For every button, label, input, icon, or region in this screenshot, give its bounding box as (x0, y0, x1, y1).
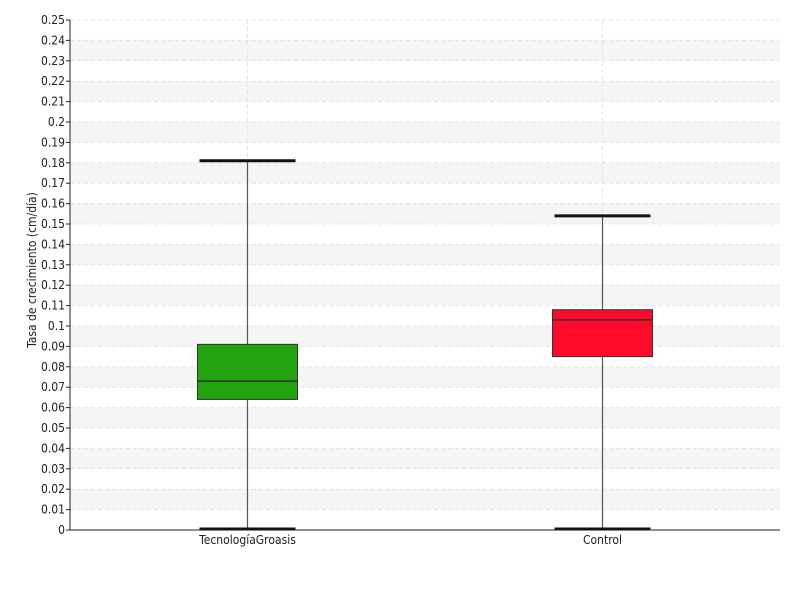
background-band (70, 407, 780, 428)
background-band (70, 326, 780, 347)
y-tick-label: 0.03 (41, 462, 65, 476)
background-band (70, 489, 780, 510)
box-1 (197, 159, 298, 531)
x-category-label: TecnologíaGroasis (198, 533, 296, 547)
y-tick-label: 0.22 (41, 74, 65, 88)
x-axis-labels: TecnologíaGroasis Control (198, 533, 622, 547)
y-tick-label: 0.19 (41, 135, 65, 149)
y-tick-label: 0.25 (41, 13, 65, 27)
box-2 (552, 214, 653, 531)
background-band (70, 448, 780, 469)
y-tick-label: 0.08 (41, 360, 65, 374)
background-band (70, 203, 780, 224)
background-band (70, 40, 780, 61)
background-band (70, 366, 780, 388)
y-tick-label: 0.23 (41, 54, 65, 68)
background-band (70, 285, 780, 306)
y-tick-label: 0.02 (41, 482, 65, 496)
y-tick-label: 0.05 (41, 421, 65, 435)
background-band (70, 122, 780, 143)
y-tick-label: 0.18 (41, 156, 65, 170)
y-tick-label: 0.14 (41, 237, 65, 251)
background-band (70, 162, 780, 184)
x-category-label: Control (583, 533, 622, 547)
y-tick-label: 0.09 (41, 339, 65, 353)
box-series (197, 159, 653, 531)
iqr-box (197, 343, 298, 400)
y-tick-label: 0.17 (41, 176, 65, 190)
y-tick-label: 0.24 (41, 33, 65, 47)
y-tick-label: 0.04 (41, 441, 65, 455)
y-tick-label: 0.07 (41, 380, 65, 394)
axes (69, 20, 780, 531)
y-tick-label: 0.01 (41, 503, 65, 517)
y-axis-ticks: 0 0.01 0.02 0.03 0.04 0.05 0.06 0.07 0.08 0.09 0.1… (41, 13, 70, 537)
grid-lines (70, 19, 780, 531)
y-tick-label: 0.12 (41, 278, 65, 292)
plot-background-bands (70, 40, 780, 510)
y-tick-label: 0.1 (48, 319, 65, 333)
y-tick-label: 0.06 (41, 401, 65, 415)
y-tick-label: 0.16 (41, 197, 65, 211)
y-tick-label: 0.21 (41, 95, 65, 109)
y-tick-label: 0.15 (41, 217, 65, 231)
iqr-box (552, 309, 653, 358)
y-tick-label: 0.13 (41, 258, 65, 272)
background-band (70, 244, 780, 265)
y-tick-label: 0 (58, 523, 65, 537)
y-tick-label: 0.2 (48, 115, 65, 129)
background-band (70, 81, 780, 102)
y-tick-label: 0.11 (41, 299, 65, 313)
y-axis-title: Tasa de crecimiento (cm/día) (25, 192, 39, 349)
